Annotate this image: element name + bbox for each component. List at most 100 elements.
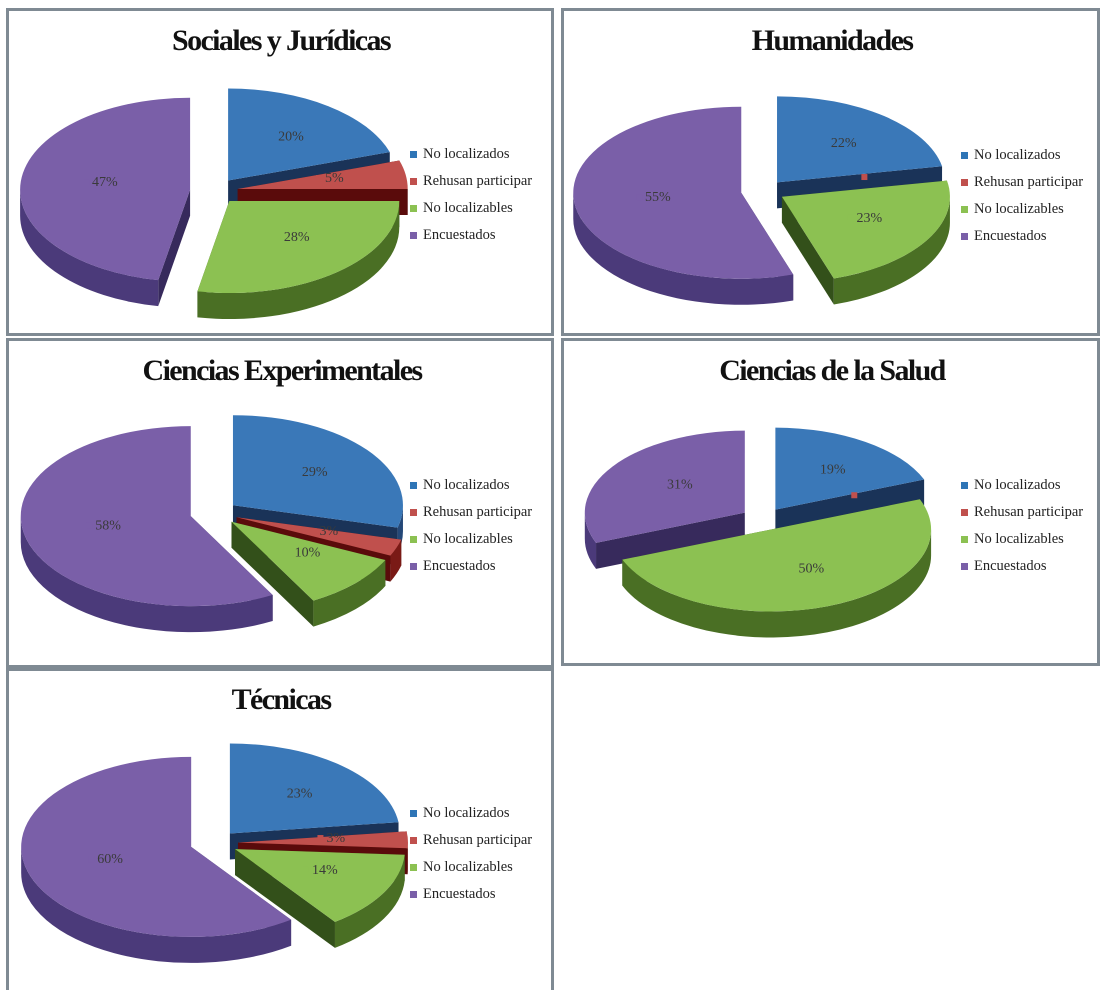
label-text: 14% [312,863,338,878]
legend-label: Encuestados [974,558,1047,574]
label-text: 23% [287,786,313,801]
legend-label: No localizados [974,477,1061,493]
legend-item-no-localizables: No localizables [410,199,532,226]
legend-item-no-localizables: No localizables [410,858,532,885]
legend-swatch [410,810,417,817]
slice-side [20,516,273,633]
legend-swatch [410,563,417,570]
label-marker [310,528,317,535]
data-label-rehusan-participar: 5% [316,171,344,186]
slice-side [622,529,932,638]
slice-top [237,160,408,189]
slice-wall [781,196,834,305]
legend-label: No localizables [423,531,513,547]
label-marker [302,866,309,873]
data-label-no-localizados: 29% [292,465,328,480]
legend-swatch [961,509,968,516]
slice-encuestados [573,106,794,305]
slice-wall [231,521,314,627]
legend-label: No localizados [423,477,510,493]
legend-item-no-localizables: No localizables [410,530,532,557]
pie-chart-humanidades: Humanidades 22% 23% 55% [573,24,950,305]
chart-title: Ciencias Experimentales [143,354,423,387]
slice-top [781,180,950,279]
slice-side [21,846,292,963]
legend: No localizados Rehusan participar No loc… [961,146,1083,254]
slice-top [20,97,191,281]
pie-chart-ciencias-experimentales: Ciencias Experimentales 29% 3% 10% 58% [20,354,424,633]
slice-side [573,192,794,305]
chart-panel-ciencias-experimentales: Ciencias Experimentales 29% 3% 10% 58% No l… [6,338,554,668]
legend-swatch [961,152,968,159]
pie-chart-ciencias-salud: Ciencias de la Salud 19% 50% 31% [584,354,948,638]
label-marker [292,468,299,475]
data-label-encuestados: 58% [86,518,121,533]
legend-label: No localizables [423,200,513,216]
data-label-no-localizados: 22% [821,136,857,151]
slice-top [231,521,386,601]
legend-item-no-localizados: No localizados [410,804,532,831]
legend-item-encuestados: Encuestados [961,227,1083,254]
pie-slices: 23% 3% 14% 60% [21,743,408,963]
legend-item-encuestados: Encuestados [410,226,532,253]
legend-item-no-localizados: No localizados [410,476,532,503]
data-label-no-localizables: 10% [285,546,321,561]
legend-label: Encuestados [423,227,496,243]
label-marker [274,233,281,240]
label-marker [277,790,284,797]
data-label-rehusan-participar [851,492,858,499]
slice-top [573,106,794,279]
data-label-no-localizados: 23% [277,786,313,801]
label-marker [285,549,292,556]
legend-label: Encuestados [423,558,496,574]
legend-item-encuestados: Encuestados [961,557,1083,584]
legend-item-rehusan-participar: Rehusan participar [410,172,532,199]
pie-chart-sociales: Sociales y Jurídicas 20% 5% 28% 47% [20,24,408,320]
slice-side [833,196,950,305]
legend-swatch [410,891,417,898]
label-text: 23% [856,211,882,226]
legend-swatch [410,232,417,239]
data-label-no-localizables: 23% [847,211,882,226]
legend-item-rehusan-participar: Rehusan participar [410,503,532,530]
legend-label: No localizados [423,805,510,821]
slice-top [21,756,292,937]
legend-label: No localizables [974,201,1064,217]
label-text: 55% [645,190,671,205]
legend-item-no-localizables: No localizables [961,200,1083,227]
legend-item-encuestados: Encuestados [410,885,532,912]
chart-title: Ciencias de la Salud [719,354,946,387]
label-marker [658,481,665,488]
data-label-no-localizados: 20% [269,130,304,145]
pie-chart-tecnicas: Técnicas 23% 3% 14% 60% [21,683,408,963]
legend-swatch [961,233,968,240]
chart-title: Sociales y Jurídicas [172,24,391,57]
slice-top [775,427,925,510]
legend-label: Rehusan participar [974,504,1084,520]
legend-label: Encuestados [423,886,496,902]
slice-top [229,743,399,834]
label-text: 5% [325,171,344,186]
label-marker [821,139,828,146]
slice-top [228,88,390,181]
slice-top [232,415,403,528]
legend-swatch [410,509,417,516]
legend-label: Rehusan participar [423,173,533,189]
label-marker [83,179,90,186]
label-text: 19% [820,462,846,477]
data-label-encuestados: 60% [88,852,123,867]
slice-wall [158,189,191,307]
label-text: 31% [667,477,693,492]
legend-swatch [961,536,968,543]
data-label-no-localizables: 50% [789,561,824,576]
slice-wall [596,512,745,569]
label-text: 60% [97,852,123,867]
slice-top [197,201,400,294]
slice-top [777,96,943,183]
legend-label: No localizados [974,147,1061,163]
slice-top [584,430,745,543]
legend: No localizados Rehusan participar No loc… [961,476,1083,584]
legend: No localizados Rehusan participar No loc… [410,476,532,584]
legend-item-no-localizados: No localizados [961,146,1083,173]
slice-side [313,560,386,627]
